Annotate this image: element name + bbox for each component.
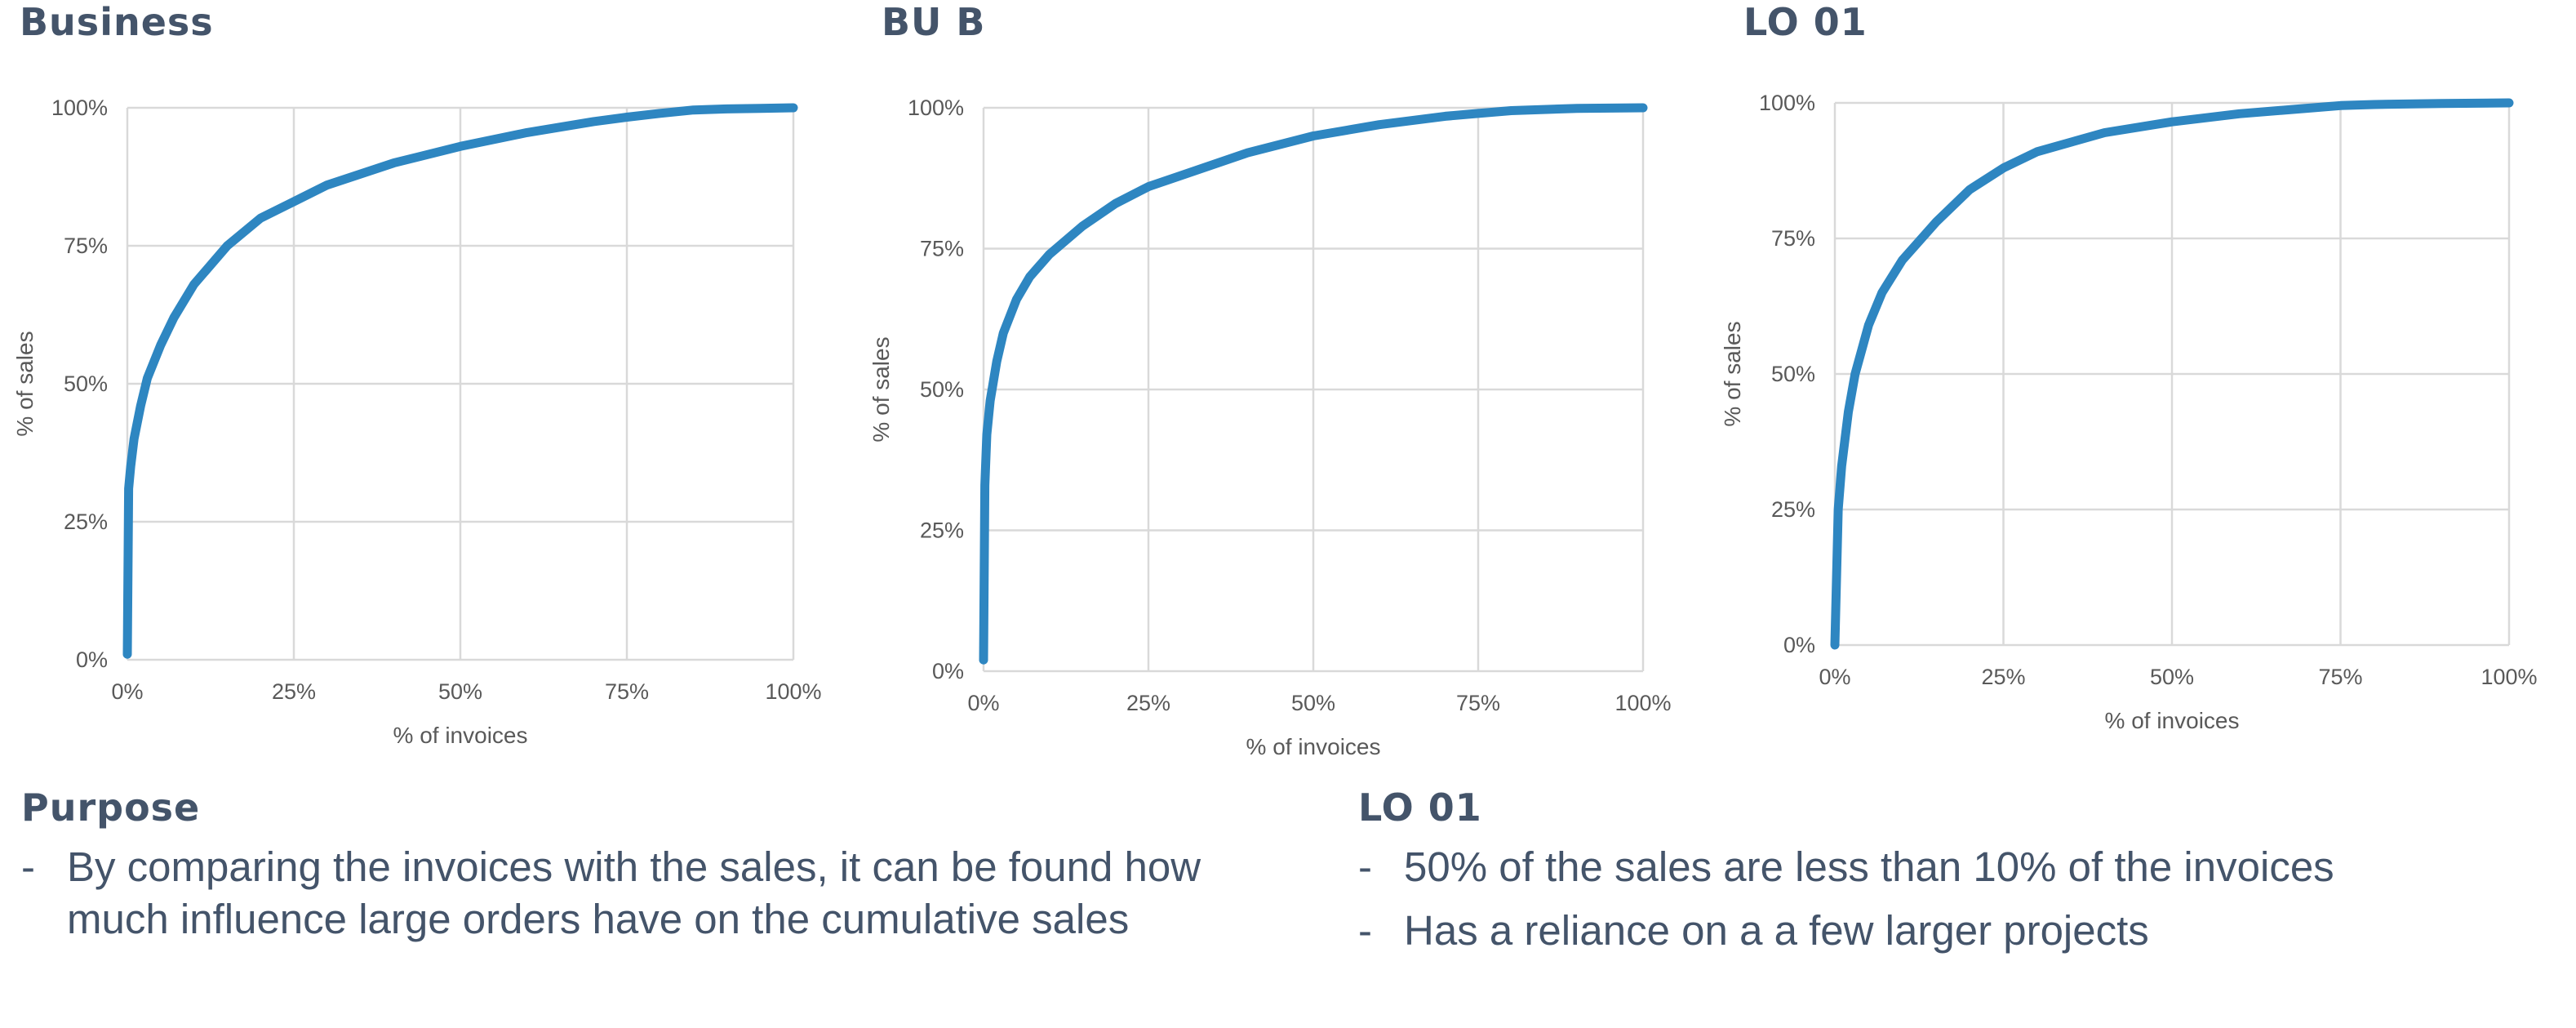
purpose-heading: Purpose	[21, 785, 201, 830]
y-tick-label: 100%	[908, 96, 964, 120]
bullet-dash: -	[1358, 907, 1372, 954]
chart-svg-lo-01: 0% 25% 50% 75% 100% 0% 25% 50% 75% 100% % of invoi…	[1720, 91, 2538, 733]
y-tick-label: 0%	[76, 648, 108, 672]
chart-panel-business: Business 0% 25% 50% 75% 100% 0% 25% 50% 75% 100%%…	[12, 0, 844, 759]
purpose-bullet-list: - By comparing the invoices with the sal…	[21, 841, 1262, 946]
x-axis-label: % of invoices	[393, 723, 528, 748]
y-tick-label: 25%	[64, 510, 108, 534]
lo01-heading: LO 01	[1358, 785, 1482, 830]
lo01-bullet-list: - 50% of the sales are less than 10% of …	[1358, 841, 2550, 957]
y-tick-label: 75%	[64, 234, 108, 258]
series-line	[1830, 98, 2514, 650]
chart-title: LO 01	[1743, 0, 1868, 44]
x-tick-label: 75%	[605, 679, 649, 704]
y-tick-label: 100%	[1759, 91, 1815, 115]
x-axis-label: % of invoices	[2105, 708, 2240, 733]
y-tick-label: 50%	[920, 377, 964, 402]
y-tick-label: 100%	[51, 96, 108, 120]
purpose-section: Purpose - By comparing the invoices with…	[21, 785, 1262, 946]
y-axis-label: % of sales	[12, 331, 38, 436]
x-tick-label: 75%	[2318, 665, 2362, 689]
y-axis-label: % of sales	[1720, 321, 1745, 426]
x-tick-label: 100%	[765, 679, 821, 704]
y-tick-label: 25%	[920, 518, 964, 543]
x-tick-label: 25%	[1981, 665, 2025, 689]
lo01-bullet-text: Has a reliance on a a few larger project…	[1404, 907, 2149, 954]
lo01-bullet: - 50% of the sales are less than 10% of …	[1358, 841, 2550, 893]
x-tick-label: 50%	[1291, 691, 1335, 715]
y-tick-label: 0%	[932, 659, 964, 683]
lo01-bullet-text: 50% of the sales are less than 10% of th…	[1404, 843, 2334, 890]
purpose-bullet: - By comparing the invoices with the sal…	[21, 841, 1262, 946]
chart-svg-business: 0% 25% 50% 75% 100% 0% 25% 50% 75% 100% % of invoi…	[12, 96, 822, 748]
x-tick-label: 100%	[2481, 665, 2537, 689]
y-tick-label: 50%	[1771, 362, 1815, 386]
x-tick-label: 0%	[111, 679, 143, 704]
y-tick-label: 25%	[1771, 497, 1815, 522]
purpose-bullet-text: By comparing the invoices with the sales…	[67, 843, 1201, 942]
x-tick-label: 0%	[967, 691, 999, 715]
chart-panel-lo-01: LO 01 0% 25% 50% 75% 100% 0% 25% 50% 75% 100% % of…	[1720, 0, 2568, 759]
chart-title: Business	[20, 0, 214, 44]
lo01-section: LO 01 - 50% of the sales are less than 1…	[1358, 785, 2550, 957]
x-tick-label: 75%	[1456, 691, 1500, 715]
bullet-dash: -	[1358, 843, 1372, 890]
chart-title: BU B	[882, 0, 986, 44]
x-tick-label: 0%	[1819, 665, 1850, 689]
x-tick-label: 25%	[272, 679, 316, 704]
x-axis-label: % of invoices	[1246, 734, 1381, 759]
x-tick-label: 100%	[1614, 691, 1671, 715]
chart-svg-bu-b: 0% 25% 50% 75% 100% 0% 25% 50% 75% 100% % of invoi…	[868, 96, 1672, 759]
lo01-bullet: - Has a reliance on a a few larger proje…	[1358, 905, 2550, 957]
x-tick-label: 50%	[438, 679, 482, 704]
y-tick-label: 0%	[1783, 633, 1815, 657]
y-tick-label: 75%	[920, 237, 964, 261]
series-line	[122, 103, 798, 659]
bullet-dash: -	[21, 843, 35, 890]
y-tick-label: 75%	[1771, 226, 1815, 251]
chart-panel-bu-b: BU B 0% 25% 50% 75% 100% 0% 25% 50% 75% 100% % of …	[868, 0, 1706, 759]
x-tick-label: 50%	[2150, 665, 2194, 689]
y-tick-label: 50%	[64, 372, 108, 396]
y-axis-label: % of sales	[868, 336, 894, 442]
x-tick-label: 25%	[1126, 691, 1170, 715]
series-line	[979, 103, 1648, 665]
